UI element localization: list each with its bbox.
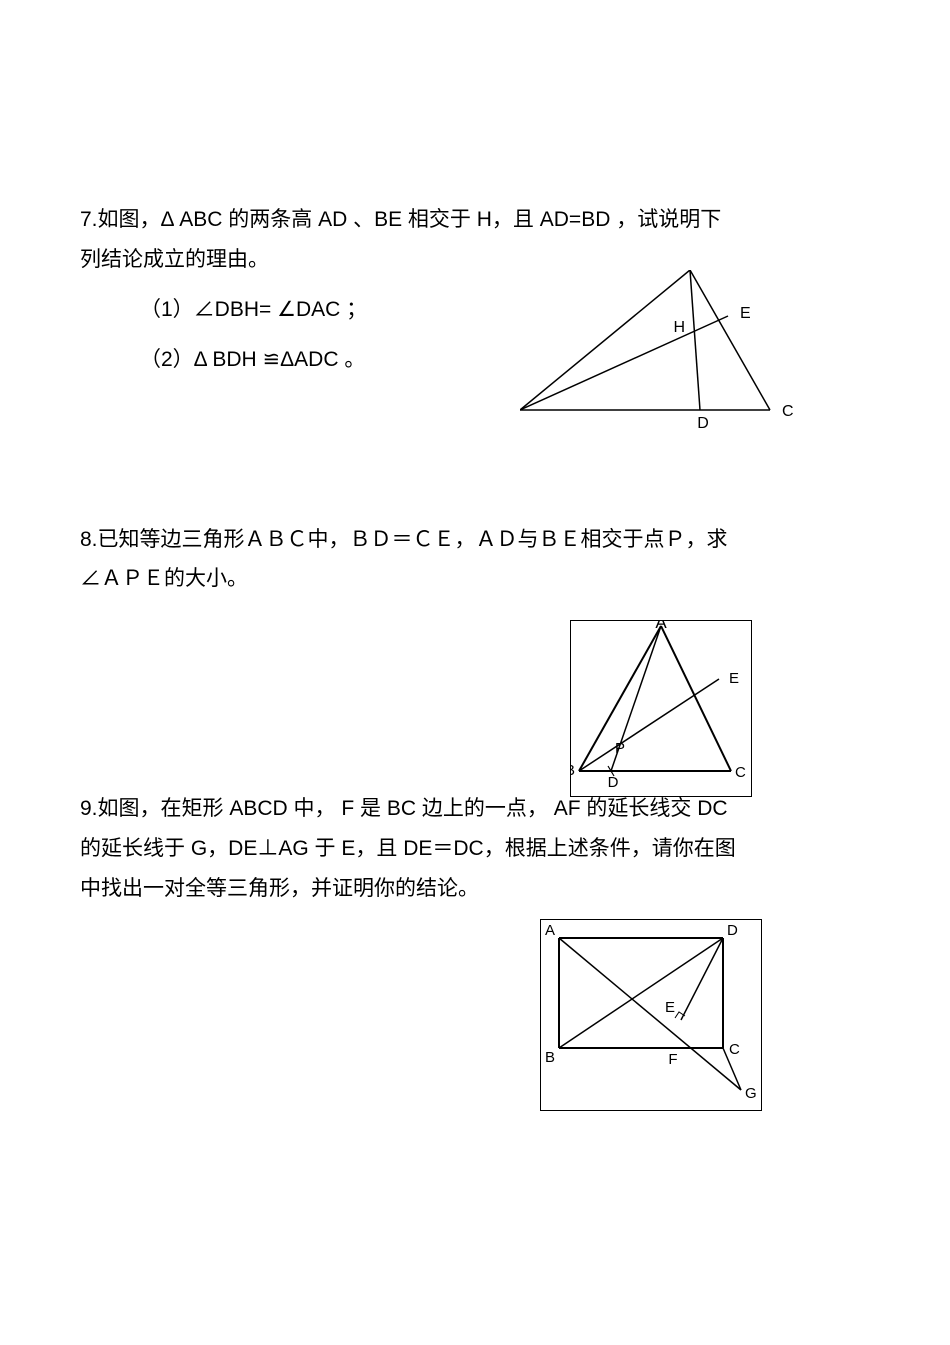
svg-text:D: D [697,415,709,432]
svg-text:F: F [668,1051,677,1068]
svg-text:H: H [673,319,685,336]
figure-7-svg: ABCDEH [520,270,800,440]
p7-line1: 7.如图，Δ ABC 的两条高 AD 、BE 相交于 H，且 AD=BD ，试说… [80,200,870,240]
svg-text:C: C [735,764,746,781]
svg-text:E: E [740,305,751,322]
p8-line1: 8.已知等边三角形ＡＢＣ中，ＢＤ＝ＣＥ，ＡＤ与ＢＥ相交于点Ｐ，求 [80,520,870,560]
svg-text:B: B [570,762,575,779]
svg-text:E: E [729,670,739,687]
svg-text:E: E [665,999,675,1016]
problem-7: 7.如图，Δ ABC 的两条高 AD 、BE 相交于 H，且 AD=BD ，试说… [80,200,870,380]
svg-text:A: A [655,620,667,632]
problem-8-text: 8.已知等边三角形ＡＢＣ中，ＢＤ＝ＣＥ，ＡＤ与ＢＥ相交于点Ｐ，求 ∠ＡＰＥ的大小… [80,520,870,600]
figure-8-svg: A B C D E P [570,620,752,797]
svg-text:P: P [615,740,625,757]
svg-text:G: G [745,1085,757,1102]
figure-9: A D B C F G E [540,919,760,1125]
p8-line2: ∠ＡＰＥ的大小。 [80,559,870,599]
p9-line1: 9.如图，在矩形 ABCD 中， F 是 BC 边上的一点， AF 的延长线交 … [80,789,870,829]
problem-9-text: 9.如图，在矩形 ABCD 中， F 是 BC 边上的一点， AF 的延长线交 … [80,789,870,909]
p9-line3: 中找出一对全等三角形，并证明你的结论。 [80,869,870,909]
figure-8: A B C D E P [570,620,750,811]
p9-line2: 的延长线于 G，DE⊥AG 于 E，且 DE＝DC，根据上述条件，请你在图 [80,829,870,869]
problem-8: 8.已知等边三角形ＡＢＣ中，ＢＤ＝ＣＥ，ＡＤ与ＢＥ相交于点Ｐ，求 ∠ＡＰＥ的大小… [80,520,870,600]
svg-text:D: D [608,774,619,791]
page: 7.如图，Δ ABC 的两条高 AD 、BE 相交于 H，且 AD=BD ，试说… [0,0,950,1345]
svg-text:C: C [782,403,794,420]
problem-9: 9.如图，在矩形 ABCD 中， F 是 BC 边上的一点， AF 的延长线交 … [80,789,870,909]
svg-text:A: A [690,270,701,271]
svg-text:B: B [545,1049,555,1066]
figure-7: ABCDEH [520,270,800,454]
figure-9-svg: A D B C F G E [540,919,762,1111]
svg-text:A: A [545,922,555,939]
svg-text:D: D [727,922,738,939]
svg-text:C: C [729,1041,740,1058]
